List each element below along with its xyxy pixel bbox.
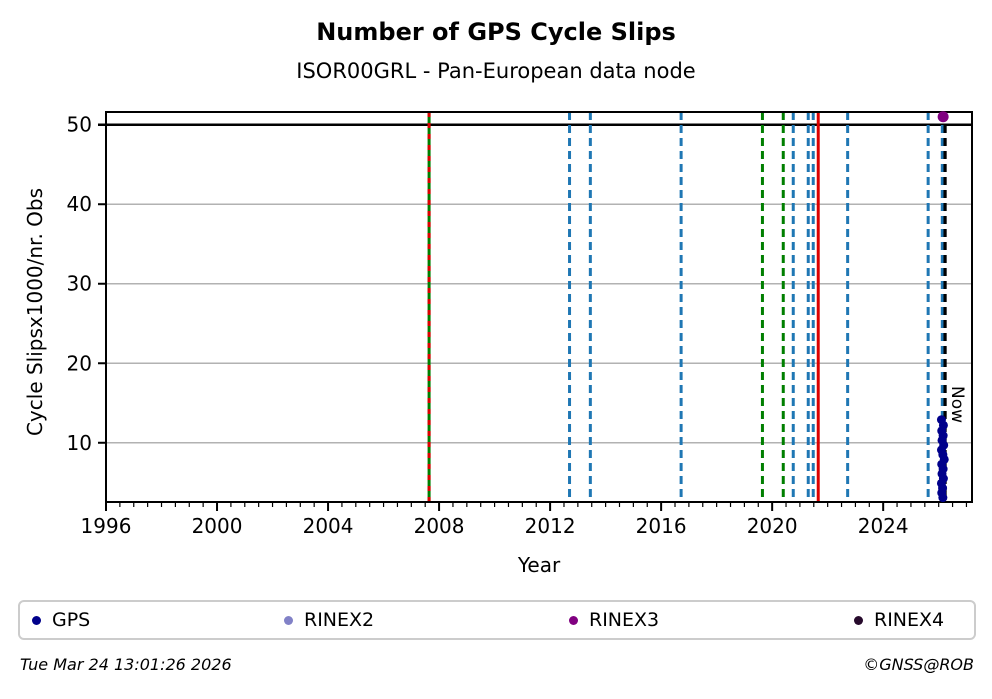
x-tick-label: 2024 [858,514,909,538]
y-tick-label: 20 [67,351,92,375]
now-label: Now [947,386,967,423]
legend-label-rinex4: RINEX4 [874,609,945,631]
y-tick-label: 10 [67,431,92,455]
legend-item-rinex3: RINEX3 [569,602,659,638]
x-axis-label: Year [517,553,561,577]
legend-item-rinex4: RINEX4 [854,602,944,638]
credit-text: ©GNSS@ROB [863,655,974,674]
gps-point [938,493,948,503]
y-tick-label: 50 [67,113,92,137]
legend-label-gps: GPS [52,609,91,631]
x-tick-label: 2016 [636,514,687,538]
plot-timestamp: Tue Mar 24 13:01:26 2026 [20,655,232,674]
rinex4-marker-icon [854,615,863,625]
rinex3-marker-icon [569,615,578,625]
x-tick-label: 2004 [303,514,354,538]
legend-label-rinex2: RINEX2 [304,609,375,631]
x-tick-label: 2000 [192,514,243,538]
legend-box: GPS RINEX2 RINEX3 RINEX4 [18,600,976,640]
plot-area: 10 20 30 40 50 1996 2000 2004 2008 2012 2016 2020 20… [67,111,973,538]
x-tick-label: 1996 [81,514,132,538]
legend-item-gps: GPS [32,602,90,638]
gps-marker-icon [32,615,41,625]
x-tick-label: 2020 [747,514,798,538]
y-tick-label: 40 [67,192,92,216]
x-tick-label: 2012 [525,514,576,538]
x-tick-label: 2008 [414,514,465,538]
plot-frame [105,111,973,503]
rinex3-point [937,111,949,123]
legend-item-rinex2: RINEX2 [284,602,374,638]
legend-label-rinex3: RINEX3 [589,609,660,631]
chart-title: Number of GPS Cycle Slips [316,18,676,46]
chart-subtitle: ISOR00GRL - Pan-European data node [296,59,696,83]
rinex2-marker-icon [284,615,293,625]
y-tick-label: 30 [67,272,92,296]
y-axis-label: Cycle Slipsx1000/nr. Obs [23,187,47,437]
